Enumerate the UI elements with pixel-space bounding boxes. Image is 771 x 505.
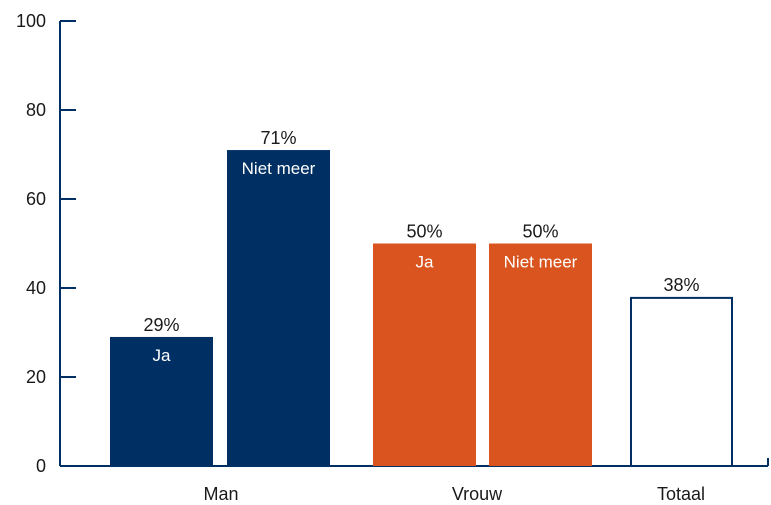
y-tick-label: 40 bbox=[26, 278, 46, 298]
bar-inner-label: Ja bbox=[153, 346, 172, 365]
y-tick-label: 60 bbox=[26, 189, 46, 209]
bar-value-label: 38% bbox=[663, 275, 699, 295]
category-label: Vrouw bbox=[452, 484, 503, 504]
bar-inner-label: Ja bbox=[416, 253, 435, 272]
bar-value-label: 50% bbox=[406, 222, 442, 242]
bar-value-label: 71% bbox=[260, 128, 296, 148]
category-labels: Man Vrouw Totaal bbox=[203, 484, 705, 504]
bar-inner-label: Niet meer bbox=[504, 253, 578, 272]
category-label: Man bbox=[203, 484, 238, 504]
category-label: Totaal bbox=[657, 484, 705, 504]
bar bbox=[110, 336, 213, 466]
bar-labels: 29% Ja 71% Niet meer 50% Ja 50% Niet meer 38% bbox=[143, 128, 699, 365]
y-tick-label: 20 bbox=[26, 367, 46, 387]
bar bbox=[373, 243, 476, 466]
y-axis-ticks: 0 20 40 60 80 100 bbox=[16, 11, 76, 476]
y-tick-label: 80 bbox=[26, 100, 46, 120]
bar-value-label: 50% bbox=[522, 222, 558, 242]
bar bbox=[227, 150, 330, 467]
bar-inner-label: Niet meer bbox=[242, 159, 316, 178]
bars bbox=[110, 150, 733, 467]
y-tick-label: 100 bbox=[16, 11, 46, 31]
bar-value-label: 29% bbox=[143, 315, 179, 335]
bar bbox=[630, 296, 733, 467]
bar bbox=[489, 243, 592, 466]
y-tick-label: 0 bbox=[36, 456, 46, 476]
